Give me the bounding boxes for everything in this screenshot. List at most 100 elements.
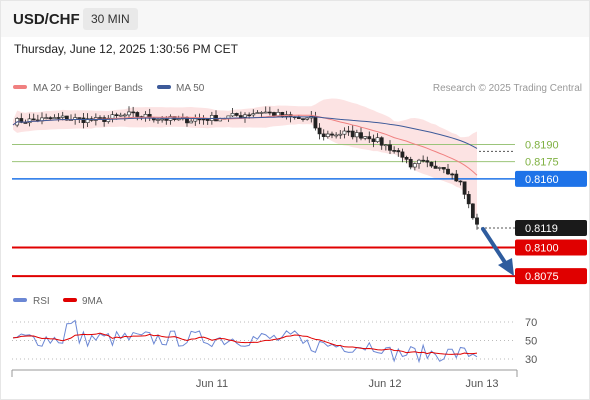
candle-body (205, 118, 210, 121)
candle-body (375, 137, 380, 142)
candle-body (363, 136, 368, 139)
candle-body (330, 133, 334, 136)
timeframe-button[interactable]: 30 MIN (83, 8, 138, 30)
level-label: 0.8160 (525, 174, 559, 186)
rsi-legend-swatch (13, 298, 27, 302)
candle-body (354, 132, 359, 138)
candle-body (450, 173, 455, 176)
candle-body (296, 116, 301, 119)
candle-body (64, 115, 69, 121)
candle-body (321, 133, 326, 137)
candle-body (131, 111, 136, 114)
candle-body (160, 118, 165, 121)
candle-body (27, 118, 32, 124)
candle-body (388, 144, 392, 151)
candle-body (176, 118, 181, 121)
candle-body (118, 114, 123, 117)
candle-body (77, 117, 82, 119)
candle-body (197, 118, 202, 121)
candle-body (44, 117, 49, 119)
moving-averages (12, 114, 478, 176)
candle-body (255, 112, 260, 114)
candle-body (417, 159, 421, 164)
candle-body (243, 114, 247, 118)
candle-body (85, 118, 90, 123)
candle-body (470, 203, 475, 219)
credit-label: Research © 2025 Trading Central (433, 83, 582, 94)
x-tick-label-jun12: Jun 12 (368, 378, 401, 390)
candle-body (305, 117, 310, 120)
level-label: 0.8190 (525, 139, 559, 151)
candle-body (56, 117, 61, 119)
rsi-panel: 70 50 30 (12, 317, 537, 366)
candle-body (466, 194, 471, 205)
candle-body (379, 137, 384, 146)
rsi-level-label: 50 (525, 336, 537, 348)
candle-body (267, 111, 272, 114)
level-badge (515, 239, 587, 256)
level-badge (515, 268, 587, 285)
candle-body (259, 112, 264, 114)
candle-body (454, 173, 459, 182)
candle-body (317, 127, 322, 135)
candle-body (135, 112, 140, 117)
candle-body (230, 113, 235, 117)
candle-body (458, 180, 463, 183)
candle-body (408, 159, 413, 168)
ma50-legend-swatch (157, 85, 171, 89)
symbol-label: USD/CHF (13, 11, 80, 28)
candle-body (313, 115, 318, 129)
x-tick-label-jun13: Jun 13 (465, 378, 498, 390)
candle-body (421, 159, 426, 162)
ma20-legend-label: MA 20 + Bollinger Bands (33, 83, 143, 94)
candle-body (263, 111, 268, 114)
price-levels: 0.8190 0.8175 0.8160 0.8100 0.8075 (12, 139, 587, 285)
ma50-line (12, 116, 478, 149)
candle-body (404, 156, 409, 160)
candle-body (164, 118, 169, 121)
last-price-badge (515, 220, 587, 236)
x-tick-label-jun11: Jun 11 (196, 378, 228, 390)
candle-body (371, 138, 376, 142)
candle-body (280, 112, 285, 117)
candle-body (201, 118, 206, 121)
candle-body (193, 118, 198, 122)
candle-body (433, 165, 438, 169)
candle-body (272, 112, 276, 117)
candle-body (400, 151, 405, 158)
candle-body (48, 117, 53, 120)
candle-body (425, 160, 430, 163)
candle-body (325, 133, 330, 137)
candle-body (238, 115, 243, 118)
timestamp: Thursday, June 12, 2025 1:30:56 PM CET (14, 42, 238, 56)
candle-body (251, 113, 256, 116)
candle-body (441, 167, 446, 170)
candle-body (412, 163, 417, 168)
forecast-arrow-head (498, 258, 514, 276)
candle-body (367, 136, 372, 140)
last-price-label: 0.8119 (525, 223, 558, 235)
candle-body (81, 117, 86, 123)
candle-body (31, 118, 36, 121)
candle-body (122, 114, 127, 117)
rsi-ma-legend-swatch (63, 298, 77, 302)
rsi-level-label: 70 (525, 317, 537, 329)
candle-body (110, 114, 115, 119)
level-label: 0.8175 (525, 157, 559, 169)
header-bar: USD/CHF 30 MIN (1, 1, 589, 37)
level-label: 0.8075 (525, 271, 559, 283)
candle-body (156, 119, 160, 121)
candle-body (247, 114, 252, 117)
candle-body (60, 115, 65, 118)
candle-body (437, 167, 442, 169)
rsi-ma-line (12, 332, 478, 355)
candle-body (114, 114, 119, 116)
candle-body (383, 144, 388, 147)
candle-body (475, 217, 479, 225)
level-badge (515, 170, 587, 187)
candle-body (234, 113, 239, 116)
rsi-level-label: 30 (525, 354, 537, 366)
candle-body (334, 134, 339, 137)
